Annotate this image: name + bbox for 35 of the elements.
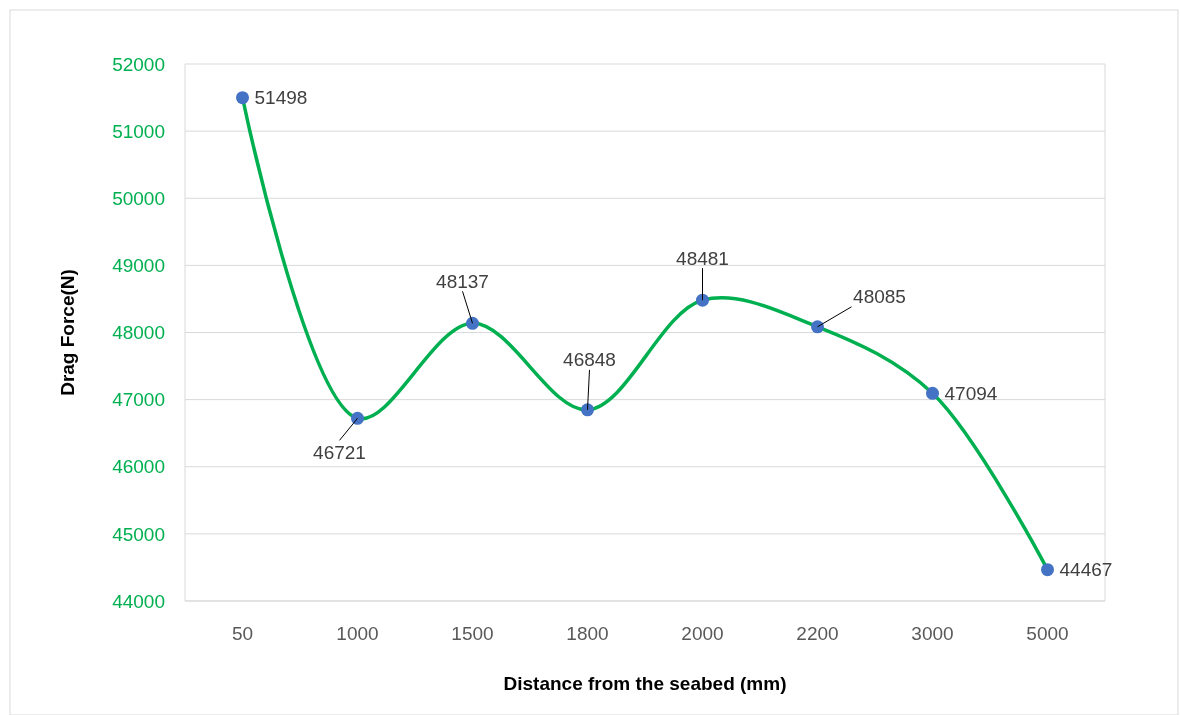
data-label: 46848 bbox=[563, 349, 616, 371]
point bbox=[811, 320, 824, 334]
y-tick-label: 48000 bbox=[112, 322, 165, 344]
x-tick-label: 1500 bbox=[451, 622, 494, 644]
data-label: 46721 bbox=[313, 442, 366, 463]
x-tick-label: 1800 bbox=[566, 622, 609, 644]
x-tick-label: 3000 bbox=[911, 622, 954, 644]
y-tick-label: 52000 bbox=[112, 53, 165, 75]
y-tick-label: 45000 bbox=[112, 523, 165, 545]
point bbox=[696, 293, 709, 307]
y-tick-label: 50000 bbox=[112, 187, 165, 209]
x-tick-label: 50 bbox=[231, 622, 254, 644]
point bbox=[466, 316, 479, 330]
x-tick-label: 5000 bbox=[1026, 622, 1069, 644]
data-label: 48481 bbox=[676, 247, 729, 269]
data-label: 47094 bbox=[944, 382, 998, 404]
point bbox=[926, 386, 939, 400]
x-axis-title: Distance from the seabed (mm) bbox=[503, 673, 787, 694]
y-tick-label: 46000 bbox=[112, 456, 165, 478]
y-tick-label: 51000 bbox=[112, 120, 165, 142]
y-tick-label: 44000 bbox=[112, 590, 165, 612]
data-label: 48085 bbox=[853, 286, 906, 308]
point bbox=[236, 91, 249, 105]
data-label: 51498 bbox=[254, 87, 308, 109]
data-label: 48137 bbox=[436, 270, 489, 292]
point bbox=[1041, 563, 1054, 577]
y-tick-label: 49000 bbox=[112, 255, 165, 277]
y-axis-title: Drag Force(N) bbox=[57, 269, 78, 396]
x-tick-label: 2200 bbox=[796, 622, 839, 644]
point bbox=[351, 411, 364, 425]
x-tick-label: 1000 bbox=[336, 622, 379, 644]
data-label: 44467 bbox=[1059, 559, 1113, 581]
y-tick-label: 47000 bbox=[112, 389, 165, 411]
x-tick-label: 2000 bbox=[681, 622, 724, 644]
point bbox=[581, 403, 594, 417]
